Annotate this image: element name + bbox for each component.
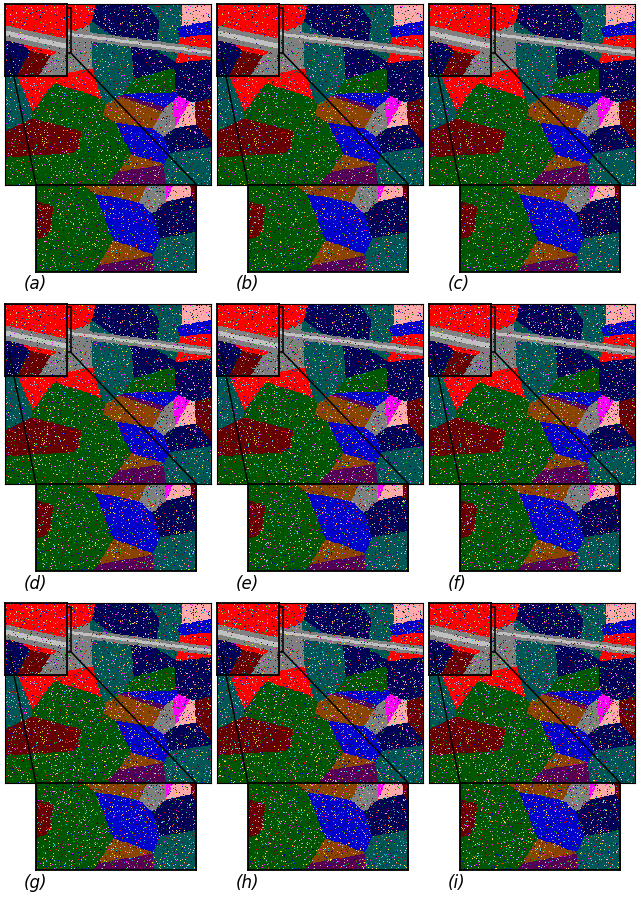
- Bar: [433, 8, 495, 53]
- Bar: [221, 307, 283, 352]
- Text: (d): (d): [24, 575, 47, 593]
- Text: (g): (g): [24, 874, 47, 892]
- Bar: [433, 307, 495, 352]
- Bar: [9, 307, 71, 352]
- Text: (i): (i): [448, 874, 465, 892]
- Text: (a): (a): [24, 276, 47, 294]
- Bar: [221, 607, 283, 652]
- Bar: [9, 8, 71, 53]
- Text: (f): (f): [448, 575, 467, 593]
- Text: (b): (b): [236, 276, 259, 294]
- Bar: [9, 607, 71, 652]
- Text: (e): (e): [236, 575, 259, 593]
- Bar: [221, 8, 283, 53]
- Bar: [433, 607, 495, 652]
- Text: (c): (c): [448, 276, 470, 294]
- Text: (h): (h): [236, 874, 259, 892]
